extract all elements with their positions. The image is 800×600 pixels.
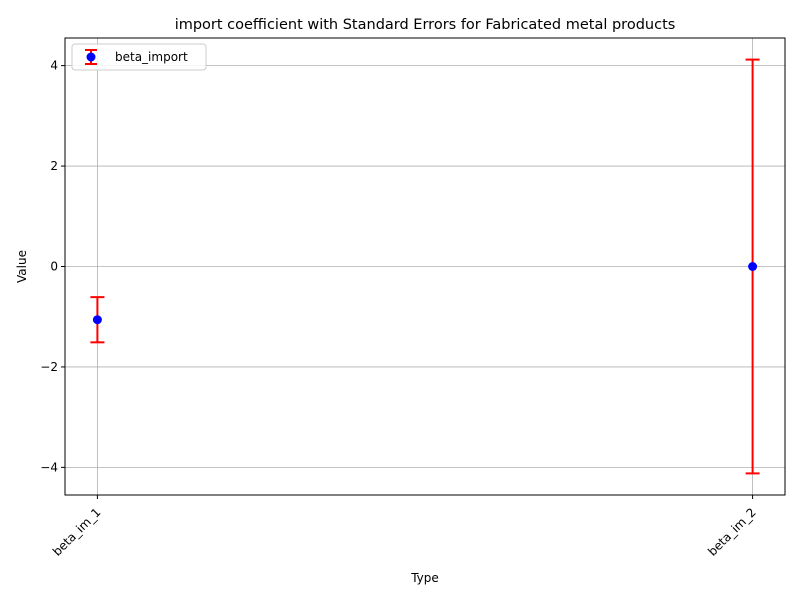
axis-layer: −4 −2 0 2 4 beta_im_1 beta_im_2 [40,59,758,559]
grid-layer [65,38,785,495]
y-tick-label: 2 [50,159,58,173]
data-point [92,315,102,325]
legend-marker [85,49,97,65]
legend-label: beta_import [115,50,188,64]
errorbar-group [745,58,760,475]
y-tick-label: −2 [40,360,58,374]
x-tick-label: beta_im_1 [50,505,104,559]
legend: beta_import [71,43,207,71]
y-tick-label: 4 [50,59,58,73]
y-axis-title: Value [15,250,29,283]
chart-title: import coefficient with Standard Errors … [175,17,676,33]
plot-layer [90,58,760,475]
y-tick-label: 0 [50,260,58,274]
x-tick-label: beta_im_2 [705,505,759,559]
y-tick-label: −4 [40,460,58,474]
data-point [748,262,758,271]
errorbar-group [90,296,105,344]
x-axis-title: Type [410,571,439,585]
legend-box [71,43,207,71]
